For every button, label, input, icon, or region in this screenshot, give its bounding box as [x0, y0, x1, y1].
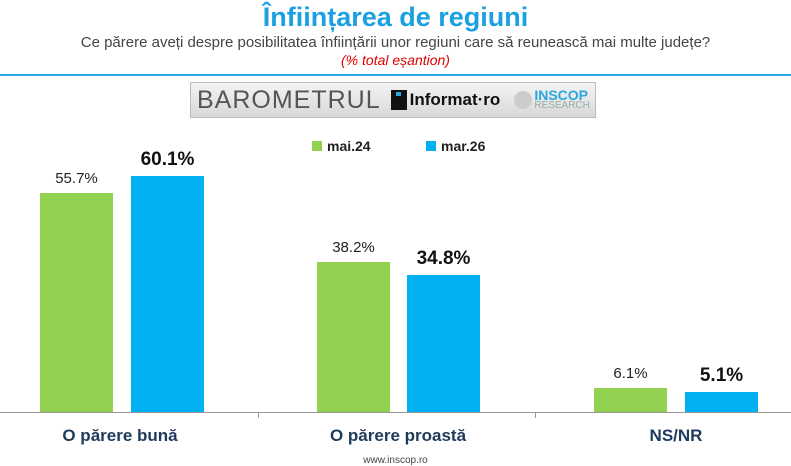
sample-note: (% total eșantion)	[341, 52, 450, 68]
legend-label: mai.24	[327, 138, 371, 154]
legend-swatch	[312, 141, 322, 151]
bar-mai.24-0	[40, 193, 113, 412]
legend-swatch	[426, 141, 436, 151]
bar-mai.24-1	[317, 261, 390, 412]
inscop-text: INSCOP	[534, 87, 588, 103]
barometer-banner: BAROMETRUL Informat·ro INSCOP RESEARCH	[190, 82, 596, 118]
research-text: RESEARCH	[534, 100, 590, 111]
chart-subtitle: Ce părere aveți despre posibilitatea înf…	[80, 34, 711, 51]
bar-mai.24-2	[594, 388, 667, 412]
inscop-logo: INSCOP RESEARCH	[514, 87, 590, 111]
divider	[0, 74, 791, 76]
axis-tick	[535, 412, 536, 418]
bar-mar.26-1	[407, 275, 480, 412]
data-label: 6.1%	[613, 365, 648, 383]
bar-mar.26-0	[131, 175, 204, 412]
axis-tick	[258, 412, 259, 418]
data-label: 38.2%	[332, 238, 375, 256]
informat-logo: Informat·ro	[409, 90, 501, 109]
legend-item-mai24: mai.24	[312, 138, 371, 154]
category-label: O părere proastă	[329, 426, 467, 445]
category-label: O părere bună	[62, 426, 178, 445]
informat-logo-icon	[390, 90, 407, 110]
data-label: 60.1%	[140, 148, 195, 170]
x-axis	[0, 412, 791, 413]
chart-title: Înființarea de regiuni	[262, 2, 529, 32]
bar-mar.26-2	[685, 391, 758, 412]
inscop-circle-icon	[514, 91, 533, 109]
data-label: 5.1%	[699, 364, 744, 386]
category-label: NS/NR	[649, 426, 703, 445]
footer-url: www.inscop.ro	[363, 455, 428, 466]
legend-item-mar26: mar.26	[426, 138, 485, 154]
data-label: 34.8%	[416, 248, 471, 270]
barometrul-logo: BAROMETRUL	[197, 85, 381, 114]
legend-label: mar.26	[441, 138, 486, 154]
data-label: 55.7%	[55, 170, 98, 188]
